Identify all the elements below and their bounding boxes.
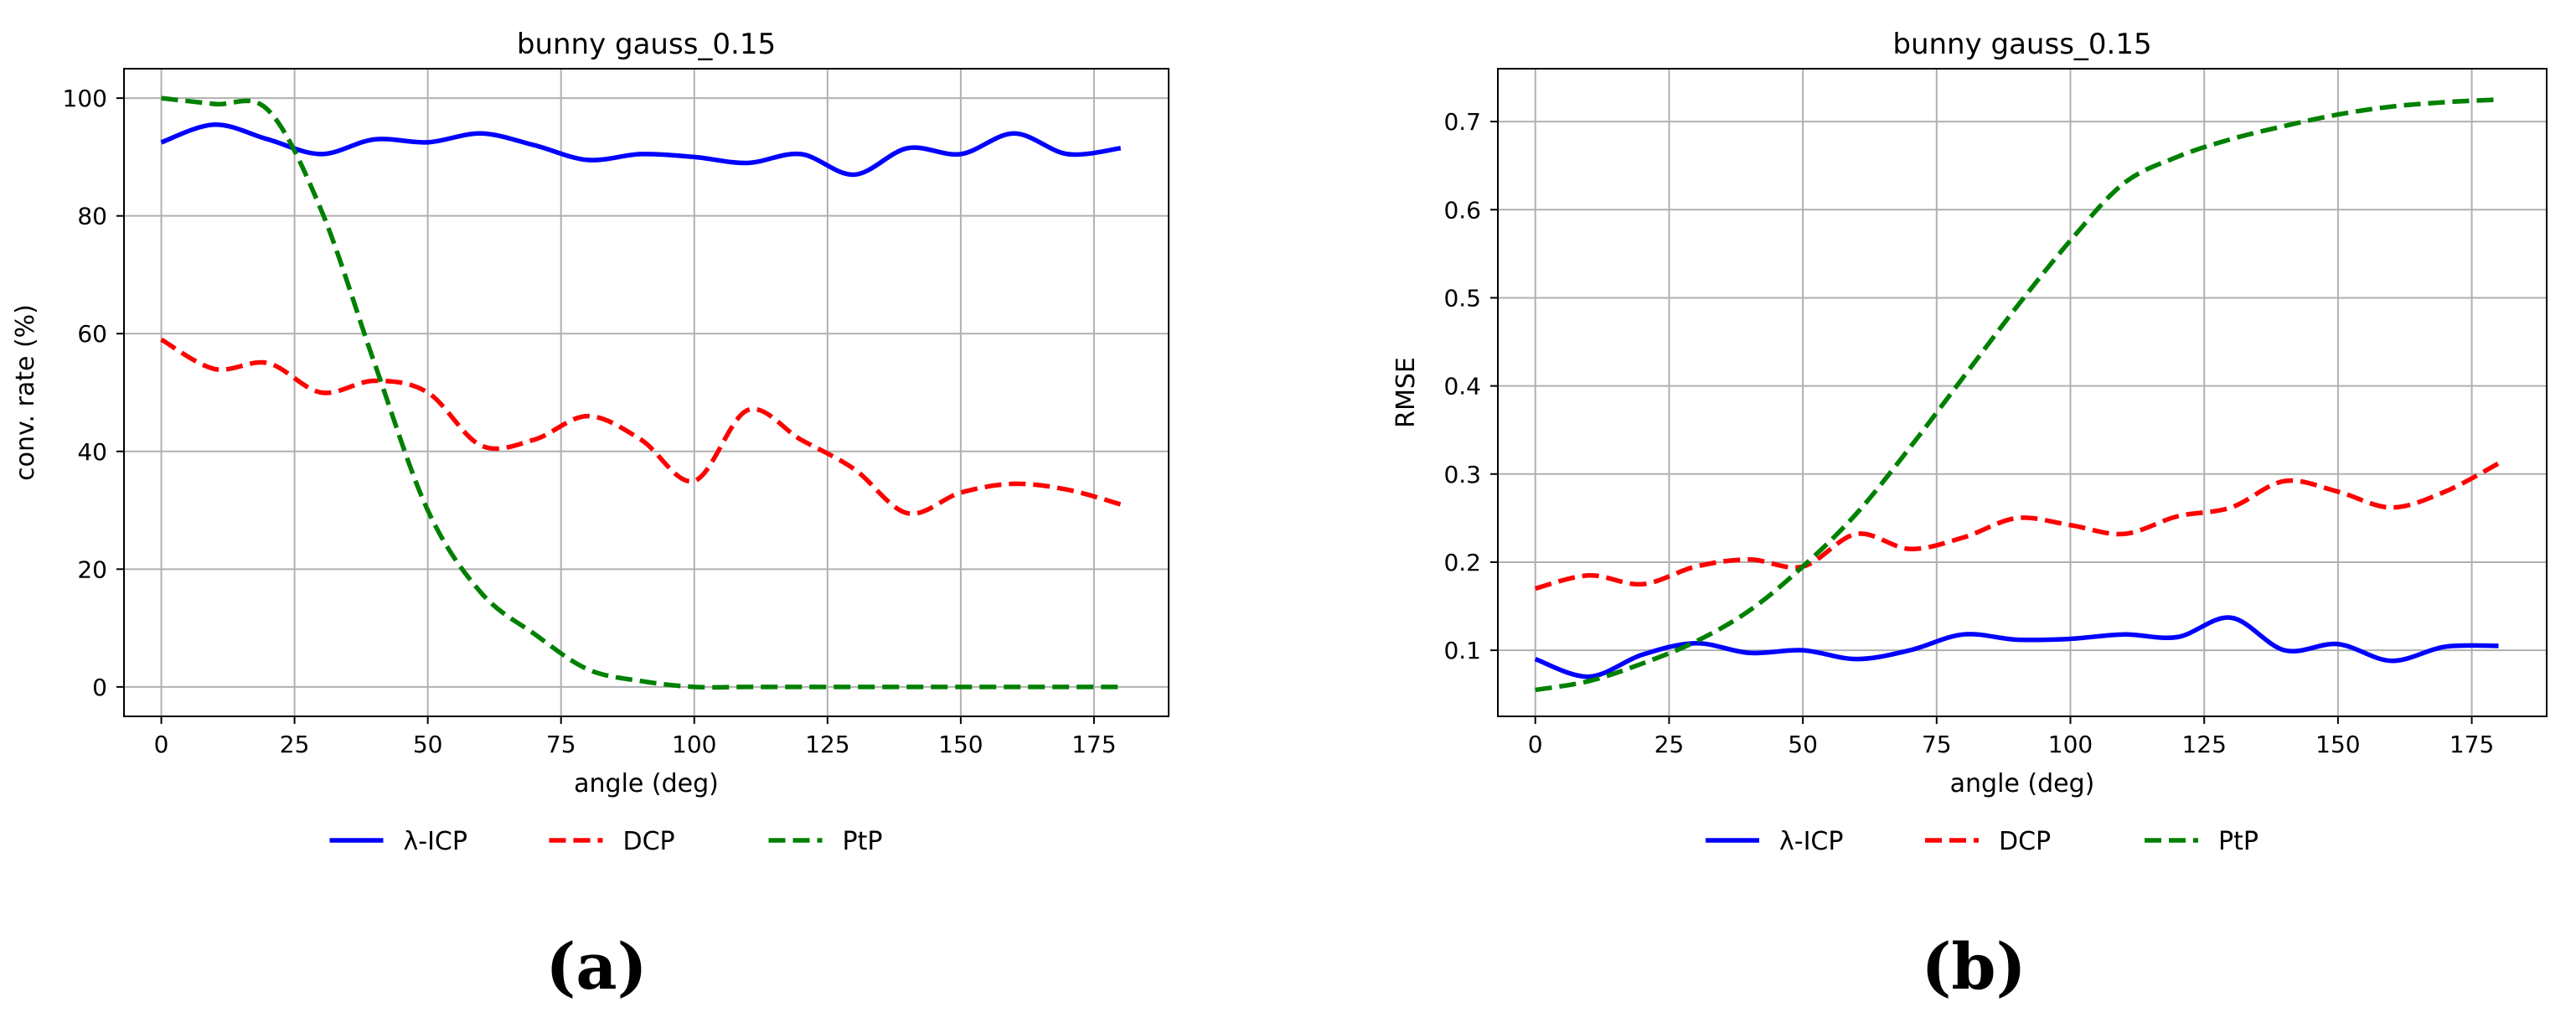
y-axis-label: RMSE [1391, 357, 1421, 428]
x-tick-label: 75 [546, 731, 576, 758]
x-tick-label: 50 [413, 731, 443, 758]
series-line-λ-ICP [160, 122, 1122, 178]
x-tick-label: 150 [938, 731, 983, 758]
x-tick-label: 125 [2181, 731, 2226, 758]
x-tick-label: 100 [672, 731, 716, 758]
y-tick-label: 60 [77, 320, 107, 348]
chart-title: bunny gauss_0.15 [1892, 28, 2151, 61]
x-tick-label: 175 [2450, 731, 2494, 758]
chart-panel-b: 0 25 50 75 100 125 150 175 0.1 0.2 0.3 0.4 0.5 0.6 0.7… [1391, 28, 2548, 856]
panel-caption-a: (a) [545, 929, 647, 1004]
legend-label-DCP: DCP [1999, 827, 2051, 856]
y-tick-label: 40 [77, 438, 107, 466]
chart-panel-a: 0 25 50 75 100 125 150 175 0 20 40 60 80 100 bunny gau… [11, 28, 1169, 856]
legend-label-λ-ICP: λ-ICP [404, 827, 467, 856]
x-tick-label: 0 [1528, 731, 1543, 758]
x-tick-label: 100 [2048, 731, 2093, 758]
plot-frame [123, 68, 1169, 717]
legend: λ-ICP DCP PtP [329, 827, 883, 856]
x-tick-label: 175 [1071, 731, 1116, 758]
legend: λ-ICP DCP PtP [1706, 827, 2259, 856]
y-tick-label: 100 [63, 85, 107, 112]
y-tick-label: 20 [77, 555, 107, 583]
legend-label-PtP: PtP [2218, 827, 2259, 856]
series-line-PtP [161, 96, 1121, 690]
y-tick-label: 0.1 [1443, 637, 1481, 664]
legend-label-DCP: DCP [623, 827, 675, 856]
chart-title: bunny gauss_0.15 [517, 28, 776, 61]
series-line-DCP [160, 337, 1122, 516]
series-line-DCP [1534, 461, 2500, 592]
x-tick-label: 50 [1788, 731, 1818, 758]
legend-label-λ-ICP: λ-ICP [1779, 827, 1843, 856]
x-tick-label: 125 [805, 731, 849, 758]
series-group [1534, 97, 2500, 693]
x-tick-label: 150 [2315, 731, 2360, 758]
y-tick-label: 0.7 [1443, 108, 1481, 136]
y-tick-label: 0 [92, 674, 107, 701]
x-tick-label: 75 [1922, 731, 1952, 758]
panel-caption-b: (b) [1921, 929, 2026, 1004]
x-axis-label: angle (deg) [1950, 769, 2095, 798]
series-line-PtP [1535, 97, 2499, 693]
y-tick-label: 0.3 [1443, 461, 1481, 488]
x-tick-label: 25 [280, 731, 310, 758]
y-tick-label: 80 [77, 203, 107, 230]
series-group [160, 96, 1122, 690]
y-tick-label: 0.6 [1443, 196, 1481, 224]
y-tick-label: 0.2 [1443, 549, 1481, 576]
y-tick-label: 0.4 [1443, 373, 1481, 400]
plot-frame [1497, 68, 2548, 717]
series-line-λ-ICP [1534, 615, 2499, 679]
y-tick-label: 0.5 [1443, 284, 1481, 312]
y-axis-label: conv. rate (%) [11, 304, 40, 481]
legend-label-PtP: PtP [843, 827, 883, 856]
x-tick-label: 0 [154, 731, 169, 758]
x-tick-label: 25 [1655, 731, 1685, 758]
x-axis-label: angle (deg) [574, 769, 719, 798]
